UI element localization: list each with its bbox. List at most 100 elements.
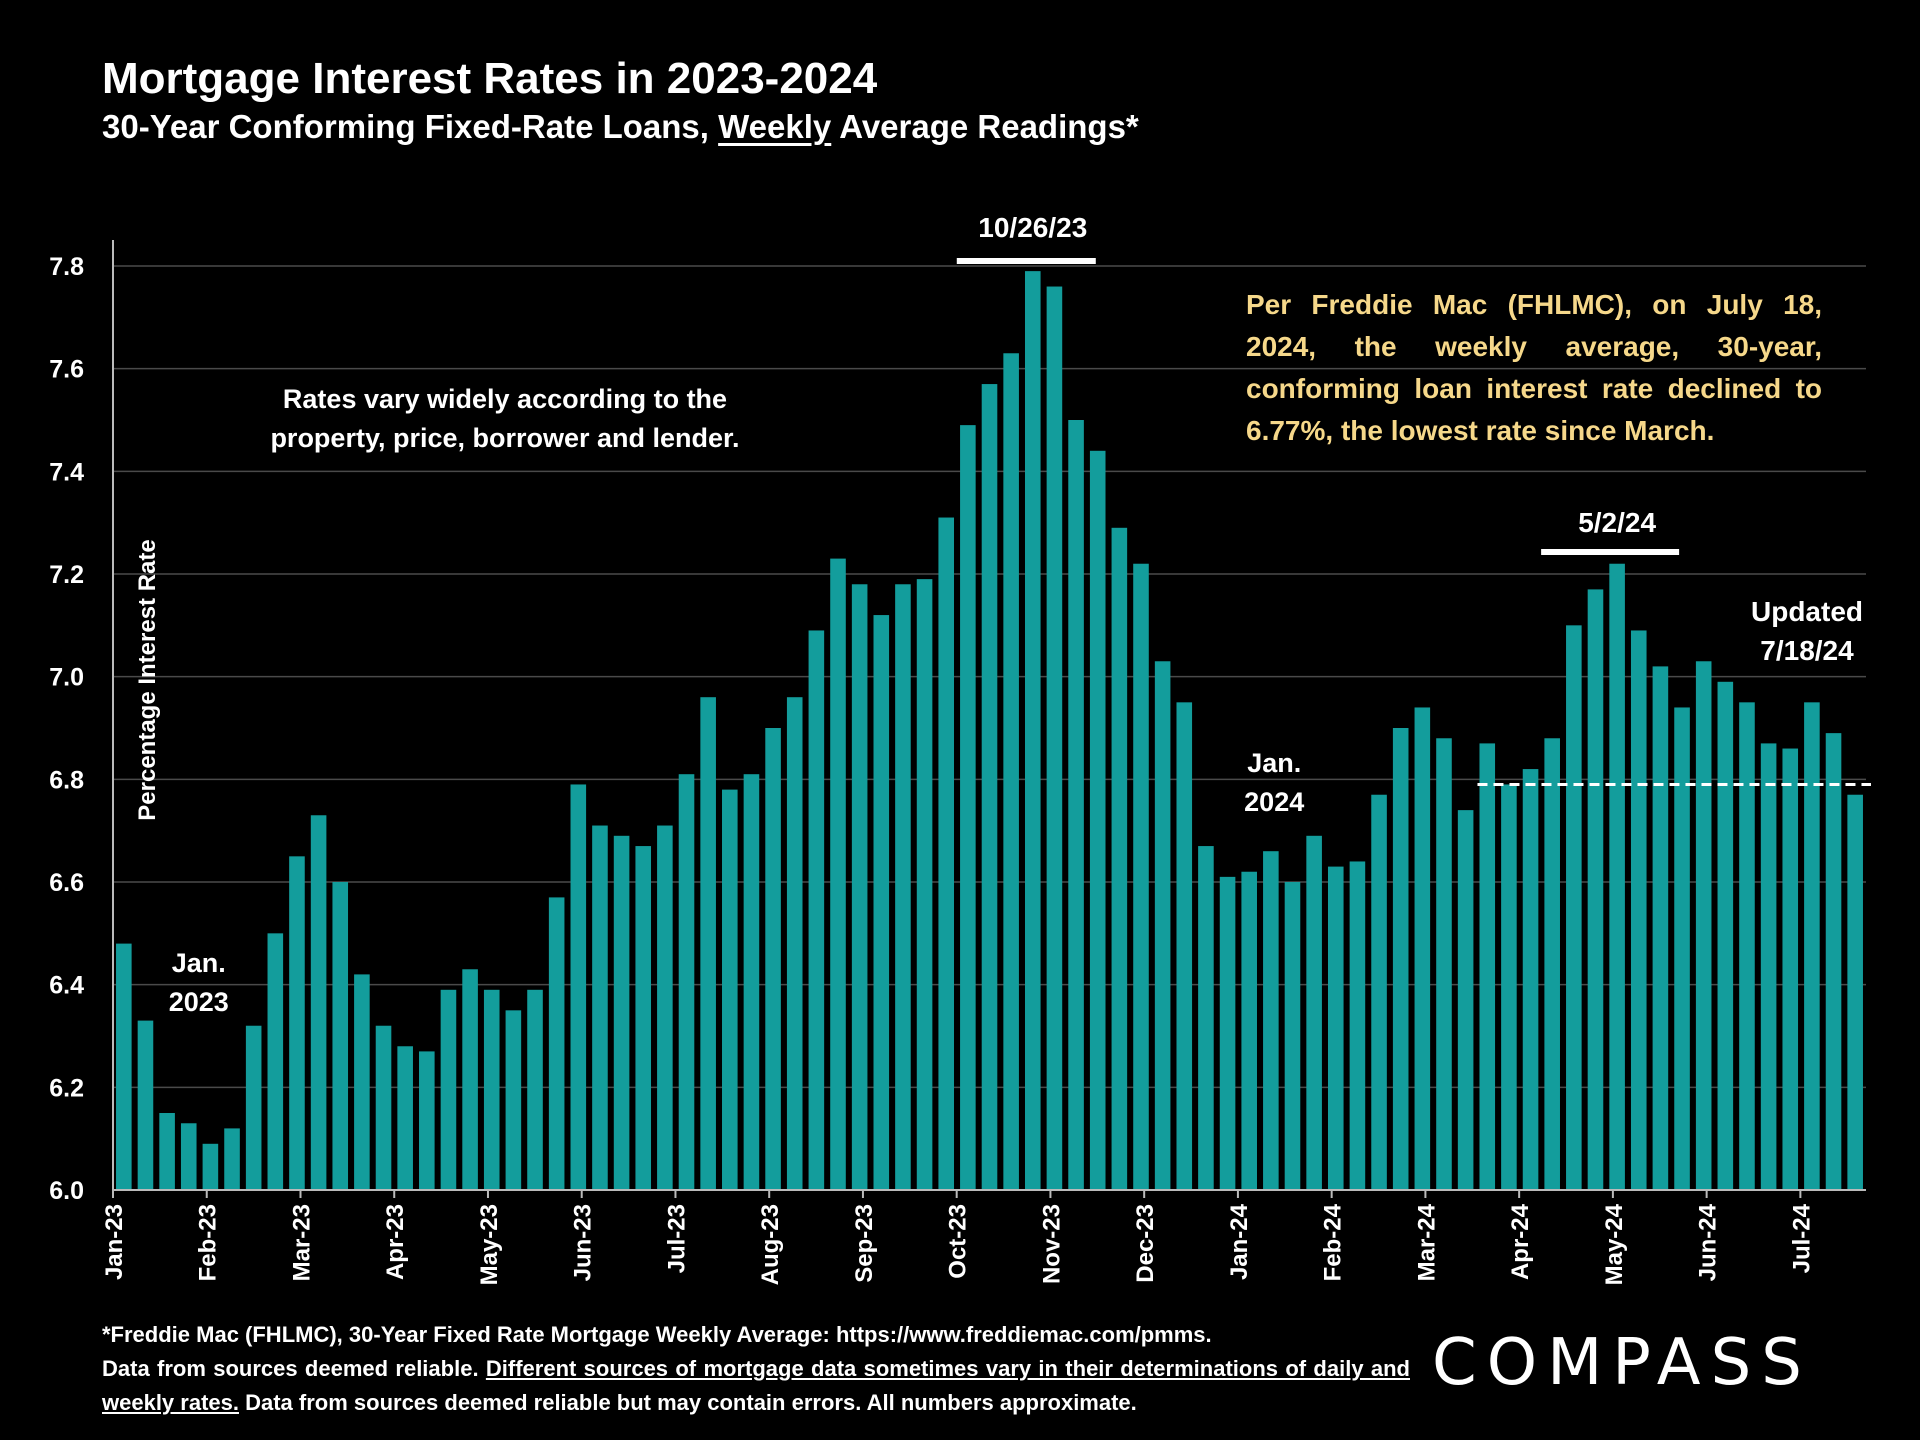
x-tick-label: Mar-23 [288,1204,315,1281]
x-tick-label: Jun-24 [1695,1203,1722,1281]
footer-source-line: *Freddie Mac (FHLMC), 30-Year Fixed Rate… [102,1322,1212,1347]
bar [1046,286,1063,1190]
bar [1284,882,1301,1190]
x-tick-label: Sep-23 [851,1204,878,1283]
x-tick-label: Apr-23 [382,1204,409,1280]
x-tick-label: Apr-24 [1507,1203,1534,1280]
y-tick-label: 6.4 [49,972,84,1000]
bar [895,584,911,1190]
bar [1587,589,1604,1190]
bar [678,774,695,1190]
bar [202,1143,219,1190]
footer-note: *Freddie Mac (FHLMC), 30-Year Fixed Rate… [102,1318,1410,1420]
compass-logo: COMPASS [1432,1326,1812,1400]
bar [375,1025,392,1190]
bar [440,989,457,1190]
x-tick-label: Feb-24 [1320,1203,1347,1281]
bar [700,697,716,1190]
bar [916,579,933,1190]
y-tick-label: 7.8 [49,253,84,281]
bar [1306,835,1322,1190]
bar [1457,810,1474,1190]
bar [1024,271,1041,1191]
x-tick-label: Jan-23 [101,1204,128,1280]
y-tick-label: 7.0 [49,664,84,692]
bar [137,1020,154,1190]
bar [1089,450,1106,1190]
bar [1133,563,1149,1190]
x-tick-label: Aug-23 [757,1204,784,1285]
bar [657,825,673,1190]
chart-title: Mortgage Interest Rates in 2023-2024 [102,54,878,103]
axis-layer: 6.0 6.2 6.4 6.6 6.8 7.0 7.2 7.4 7.6 7.8 Jan-23 Feb-… [49,240,1866,1285]
bar [1522,769,1539,1190]
x-tick-label: Jul-23 [663,1204,690,1273]
bar [1674,707,1690,1190]
subtitle-part-1: 30-Year Conforming Fixed-Rate Loans, [102,108,719,145]
freddie-mac-note: Per Freddie Mac (FHLMC), on July 18, 202… [1246,289,1822,446]
bar [960,425,976,1191]
bar [570,784,587,1190]
bar [505,1010,522,1190]
bar [786,697,803,1190]
updated-date-label: 7/18/24 [1760,635,1854,666]
bar [310,815,327,1190]
bar [765,728,781,1190]
y-axis-label: Percentage Interest Rate [134,539,161,820]
bar [289,856,305,1190]
bar [1479,743,1496,1190]
may-peak-date-label: 5/2/24 [1578,507,1656,538]
bar [1847,794,1863,1190]
bar [1436,738,1452,1190]
y-tick-label: 6.0 [49,1177,84,1205]
x-tick-label: Dec-23 [1132,1204,1159,1283]
bar [1003,353,1019,1190]
x-tick-label: Feb-23 [195,1204,222,1281]
bar [1392,728,1409,1190]
bar [224,1128,240,1190]
bar [267,933,284,1190]
bar [354,974,370,1190]
bar [1544,738,1560,1190]
bar [1760,743,1777,1190]
y-tick-label: 6.2 [49,1074,84,1102]
x-tick-label: Jan-24 [1226,1203,1253,1280]
subtitle-underlined-word: Weekly [718,108,832,145]
y-tick-label: 7.6 [49,356,84,384]
bar [722,789,738,1190]
bar [1501,784,1517,1190]
bar [1068,420,1084,1190]
bar [483,989,500,1190]
bar [1241,871,1257,1190]
x-tick-label: Oct-23 [945,1204,972,1279]
bar [1414,707,1431,1190]
bar [873,615,890,1190]
bar [1111,527,1128,1190]
bar [462,969,478,1190]
bar [1609,563,1625,1190]
bar [635,846,652,1190]
bar [1739,702,1755,1190]
bar [1349,861,1366,1190]
bar [1566,625,1582,1190]
x-tick-label: May-23 [476,1204,503,1285]
bar [116,943,132,1190]
bar [1371,794,1387,1190]
updated-label-line1: Updated [1751,596,1863,627]
x-tick-label: Mar-24 [1413,1203,1440,1281]
bar [1695,661,1712,1190]
rates-vary-note: Rates vary widely according to the prope… [270,384,740,453]
bar [1176,702,1193,1190]
bar [1825,733,1842,1190]
footer-text-1: Data from sources deemed reliable. [102,1356,486,1381]
subtitle-part-2: Average Readings* [831,108,1139,145]
x-tick-label: May-24 [1601,1203,1628,1285]
peak-date-label: 10/26/23 [978,212,1087,243]
bar [830,558,846,1190]
bar [1652,666,1669,1190]
bar [397,1046,413,1190]
bar [938,517,955,1190]
jan-2023-label-line1: Jan. [172,948,226,978]
y-tick-label: 6.8 [49,766,84,794]
